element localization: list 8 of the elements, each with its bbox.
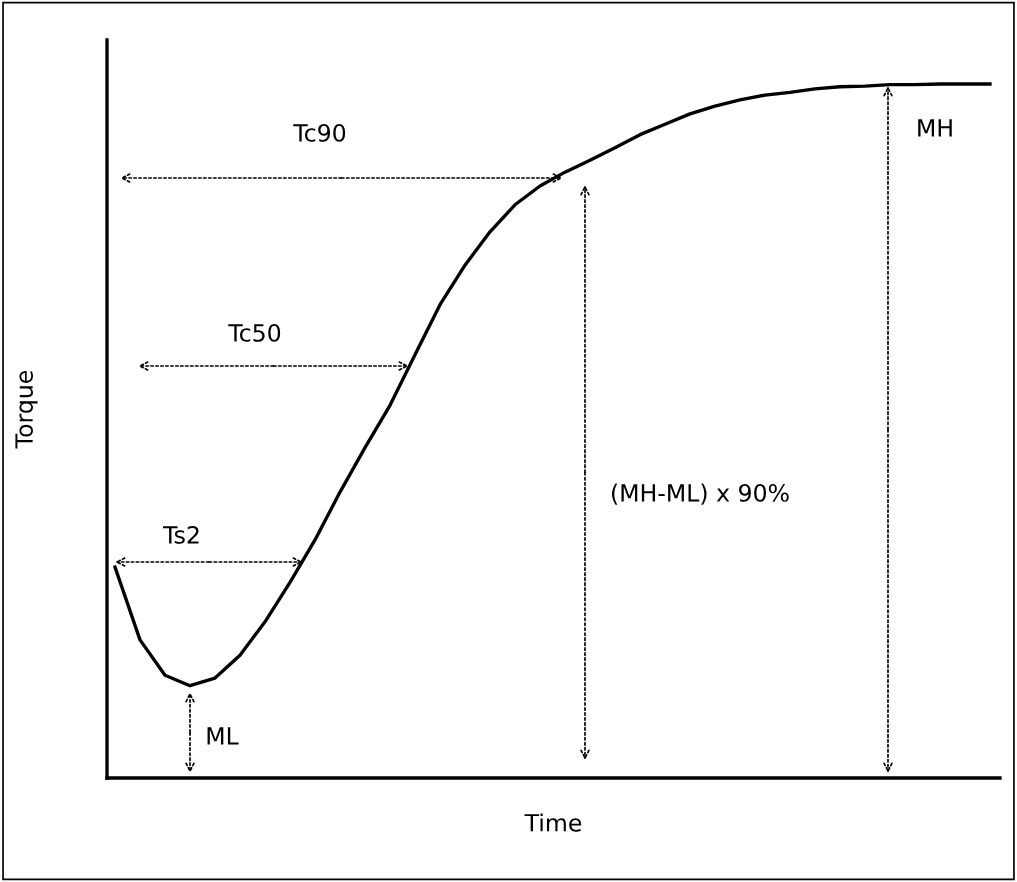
x-axis-title: Time — [524, 813, 582, 832]
annotation: Tc90 — [293, 123, 346, 142]
annotation: Tc50 — [228, 323, 281, 342]
annotation: ML — [207, 727, 239, 745]
annotation: (MH-ML) x 90% — [612, 483, 789, 505]
annotation: MH — [918, 119, 952, 137]
y-axis-title: Torque — [15, 370, 38, 449]
annotation: Ts2 — [163, 525, 199, 544]
